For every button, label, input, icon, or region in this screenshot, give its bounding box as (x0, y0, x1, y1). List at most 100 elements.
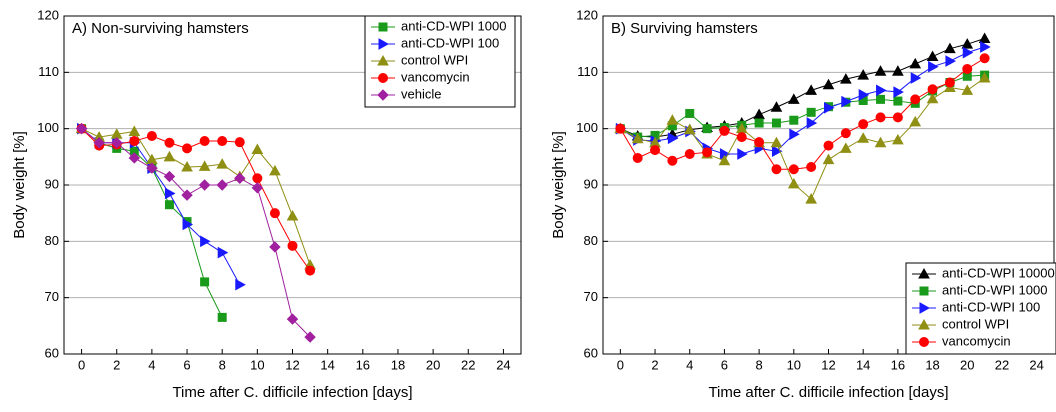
marker (217, 246, 229, 259)
series-line (620, 46, 985, 155)
marker (217, 312, 227, 322)
marker (684, 149, 695, 160)
x-tick-label: 22 (461, 357, 475, 372)
marker (909, 57, 922, 69)
x-tick-label: 20 (960, 357, 974, 372)
marker (824, 101, 835, 114)
x-tick-label: 2 (113, 357, 120, 372)
x-tick-label: 14 (856, 357, 870, 372)
marker (978, 32, 991, 44)
x-tick-label: 16 (891, 357, 905, 372)
marker (926, 50, 939, 62)
marker (181, 189, 193, 201)
legend-text: anti-CD-WPI 1000 (401, 18, 506, 33)
marker (667, 155, 678, 166)
y-tick-label: 80 (584, 233, 598, 248)
y-axis-title: Body weight [%] (11, 131, 28, 239)
marker (787, 93, 800, 104)
marker (377, 54, 389, 66)
marker (702, 147, 713, 158)
marker (893, 86, 904, 98)
marker (839, 142, 852, 153)
legend-text: anti-CD-WPI 100 (942, 299, 1040, 314)
x-tick-label: 24 (496, 357, 510, 372)
marker (918, 318, 930, 330)
marker (919, 302, 931, 314)
marker (286, 209, 299, 221)
marker (111, 137, 123, 149)
y-tick-label: 100 (37, 120, 59, 135)
marker (910, 72, 922, 84)
plot-frame (63, 15, 522, 355)
legend-text: vancomycin (942, 333, 1011, 348)
marker (93, 137, 105, 149)
y-tick-label: 120 (576, 7, 598, 22)
marker (928, 60, 939, 73)
marker (286, 313, 299, 325)
marker (650, 145, 661, 156)
y-tick-label: 80 (45, 233, 59, 248)
x-tick-label: 18 (391, 357, 405, 372)
marker (789, 115, 799, 125)
marker (961, 84, 974, 95)
y-tick-label: 110 (38, 64, 59, 79)
marker (198, 179, 211, 191)
marker (806, 107, 816, 117)
legend-text: vehicle (401, 86, 441, 101)
panel-title: A) Non-surviving hamsters (72, 20, 249, 37)
marker (919, 337, 929, 347)
x-tick-label: 0 (78, 357, 85, 372)
marker (269, 164, 281, 176)
marker (788, 164, 799, 175)
marker (667, 132, 679, 145)
marker (978, 71, 991, 83)
x-tick-label: 8 (219, 357, 226, 372)
marker (305, 265, 316, 276)
marker (198, 160, 211, 171)
marker (771, 118, 781, 128)
marker (980, 41, 991, 53)
y-axis-title: Body weight [%] (550, 131, 567, 239)
marker (234, 172, 246, 184)
marker (378, 73, 388, 83)
marker (805, 84, 818, 95)
marker (770, 101, 783, 112)
series-line (620, 38, 985, 138)
marker (806, 161, 817, 172)
marker (962, 46, 974, 59)
marker (961, 38, 974, 49)
marker (927, 84, 938, 95)
marker (840, 128, 851, 139)
marker (304, 331, 316, 343)
marker (841, 95, 852, 108)
marker (979, 53, 990, 64)
marker (945, 55, 956, 67)
marker (962, 63, 973, 74)
marker (75, 122, 88, 135)
marker (666, 114, 679, 125)
marker (378, 22, 388, 32)
x-tick-label: 6 (721, 357, 728, 372)
marker (269, 208, 280, 219)
marker (200, 277, 210, 287)
marker (683, 123, 696, 135)
marker (926, 92, 939, 104)
marker (128, 125, 141, 136)
x-tick-label: 8 (755, 357, 762, 372)
marker (918, 267, 930, 279)
y-tick-label: 90 (45, 176, 59, 191)
marker (632, 152, 643, 163)
y-tick-label: 60 (45, 345, 59, 360)
marker (910, 94, 921, 105)
marker (822, 78, 835, 90)
marker (719, 125, 730, 136)
marker (164, 200, 174, 210)
marker (164, 137, 175, 148)
x-tick-label: 16 (356, 357, 370, 372)
marker (876, 84, 887, 97)
marker (181, 160, 193, 172)
marker (858, 119, 869, 130)
series-line (620, 74, 985, 138)
y-tick-label: 110 (577, 64, 598, 79)
marker (771, 145, 783, 158)
